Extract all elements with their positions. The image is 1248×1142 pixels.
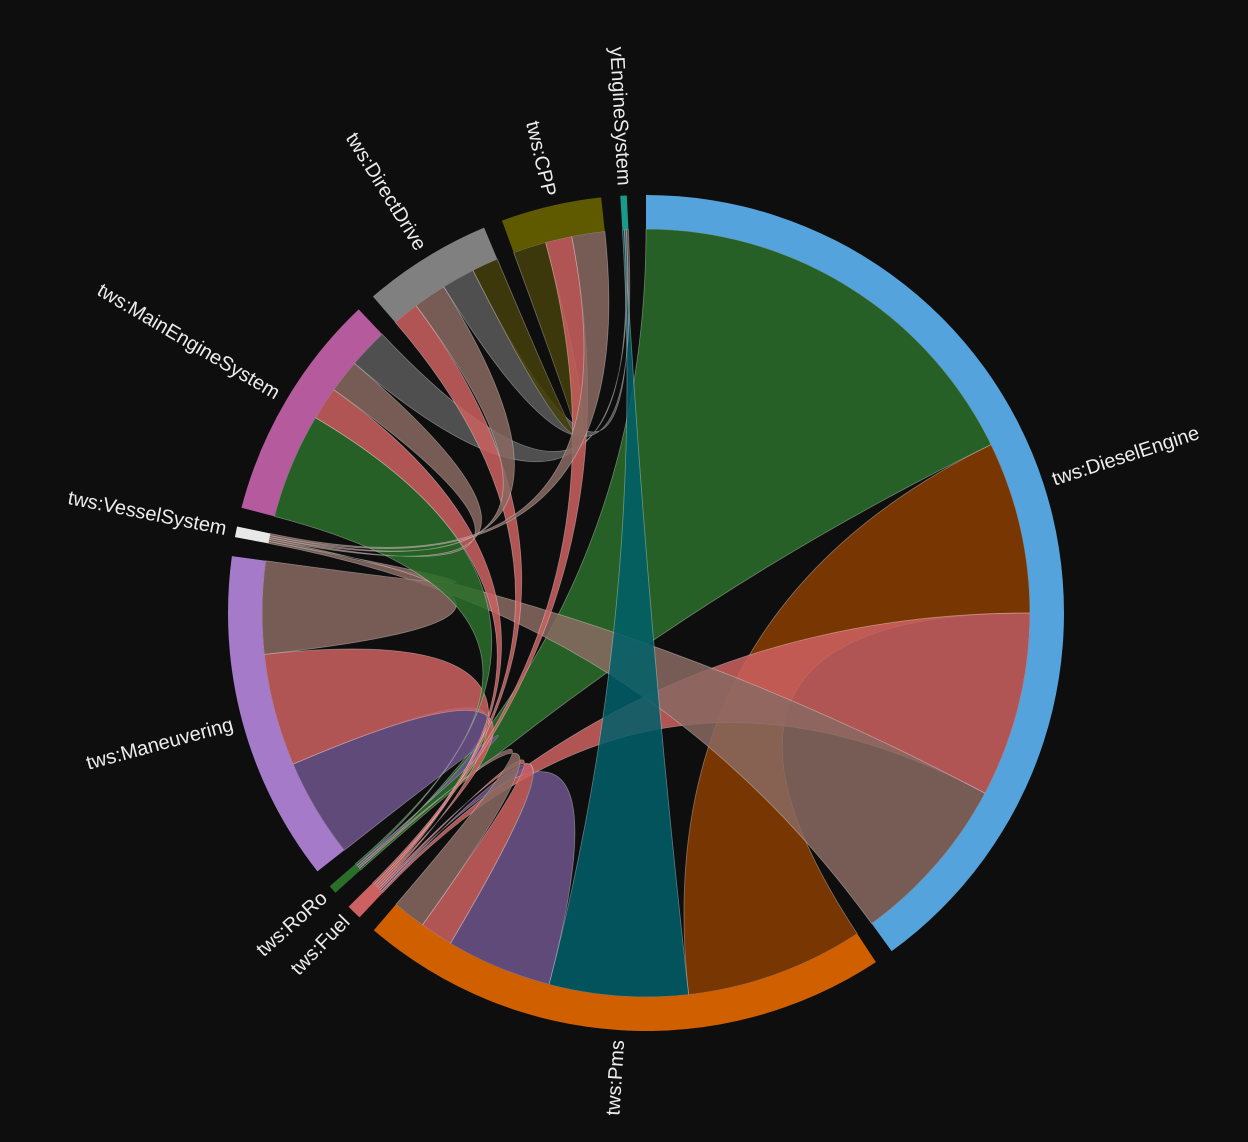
group-arc[interactable] [241, 309, 383, 517]
group-arc[interactable] [620, 195, 629, 230]
group-label: tws:CPP [521, 119, 560, 199]
group-label: yEngineSystem [605, 46, 634, 186]
group-label: tws:VesselSystem [66, 487, 228, 540]
chord-ribbon[interactable] [358, 228, 992, 871]
group-arc[interactable] [373, 904, 876, 1032]
group-arc[interactable] [372, 227, 498, 323]
group-arc[interactable] [228, 556, 345, 872]
chord-ribbon[interactable] [314, 389, 502, 888]
chord-ribbon[interactable] [377, 759, 534, 944]
chord-ribbon[interactable] [267, 540, 986, 925]
chord-ribbon[interactable] [373, 304, 523, 887]
group-arc[interactable] [234, 526, 271, 544]
chord-ribbon[interactable] [273, 417, 493, 867]
group-label: tws:Maneuvering [84, 714, 236, 775]
group-arc[interactable] [329, 863, 361, 893]
group-arc[interactable] [501, 197, 605, 253]
ribbons [261, 228, 1031, 998]
chord-ribbon[interactable] [269, 286, 515, 552]
group-arc[interactable] [646, 195, 1064, 952]
chord-ribbon[interactable] [261, 538, 457, 655]
group-label: tws:DirectDrive [341, 129, 431, 255]
chord-ribbon[interactable] [548, 229, 690, 998]
group-label: tws:DieselEngine [1049, 422, 1202, 490]
chord-ribbon[interactable] [268, 362, 482, 557]
group-arc[interactable] [348, 882, 383, 918]
group-label: tws:MainEngineSystem [93, 279, 283, 404]
group-label: tws:Pms [602, 1039, 629, 1116]
group-arcs [228, 195, 1064, 1032]
chord-ribbon[interactable] [263, 648, 494, 890]
chord-ribbon[interactable] [269, 230, 610, 549]
chord-ribbon[interactable] [357, 748, 521, 926]
